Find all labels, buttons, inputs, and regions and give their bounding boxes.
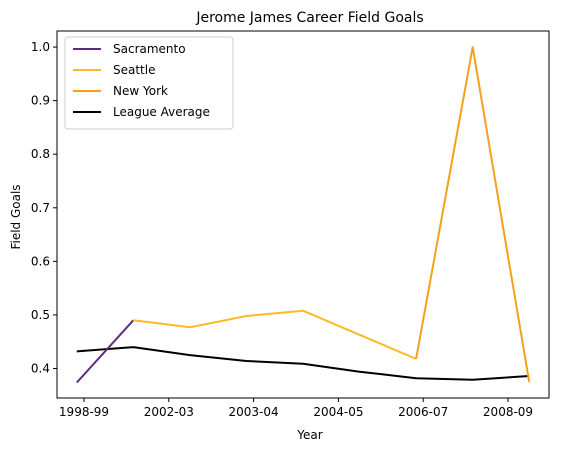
x-tick-label: 2004-05 (313, 405, 363, 419)
legend-frame (64, 36, 234, 130)
series-lines (76, 46, 531, 384)
x-tick-label: 1998-99 (59, 405, 109, 419)
x-tick-label: 2006-07 (398, 405, 448, 419)
series-line-seattle (133, 309, 417, 360)
x-axis: 1998-99 2002-03 2003-04 2004-05 2006-07 2008-… (59, 398, 533, 419)
series-line-sacramento (76, 319, 135, 384)
x-axis-label: Year (296, 428, 322, 442)
y-axis-label: Field Goals (9, 184, 23, 249)
x-tick-label: 2002-03 (144, 405, 194, 419)
legend-label: New York (113, 84, 168, 98)
x-tick-label: 2003-04 (229, 405, 279, 419)
y-tick-label: 0.7 (31, 201, 50, 215)
y-tick-label: 1.0 (31, 40, 50, 54)
y-tick-label: 0.6 (31, 254, 50, 268)
y-axis: 0.4 0.5 0.6 0.7 0.8 0.9 1.0 (31, 40, 57, 376)
legend-label: Sacramento (113, 42, 186, 56)
x-tick-label: 2008-09 (483, 405, 533, 419)
series-line-new-york (415, 46, 531, 383)
chart-title: Jerome James Career Field Goals (195, 10, 423, 26)
y-tick-label: 0.8 (31, 147, 50, 161)
y-tick-label: 0.4 (31, 362, 50, 376)
plot-area (56, 30, 550, 399)
legend-label: Seattle (113, 63, 155, 77)
legend-label: League Average (113, 105, 210, 119)
legend: Sacramento Seattle New York League Average (64, 36, 234, 130)
y-tick-label: 0.9 (31, 94, 50, 108)
series-line-league-average (76, 346, 530, 381)
y-tick-label: 0.5 (31, 308, 50, 322)
